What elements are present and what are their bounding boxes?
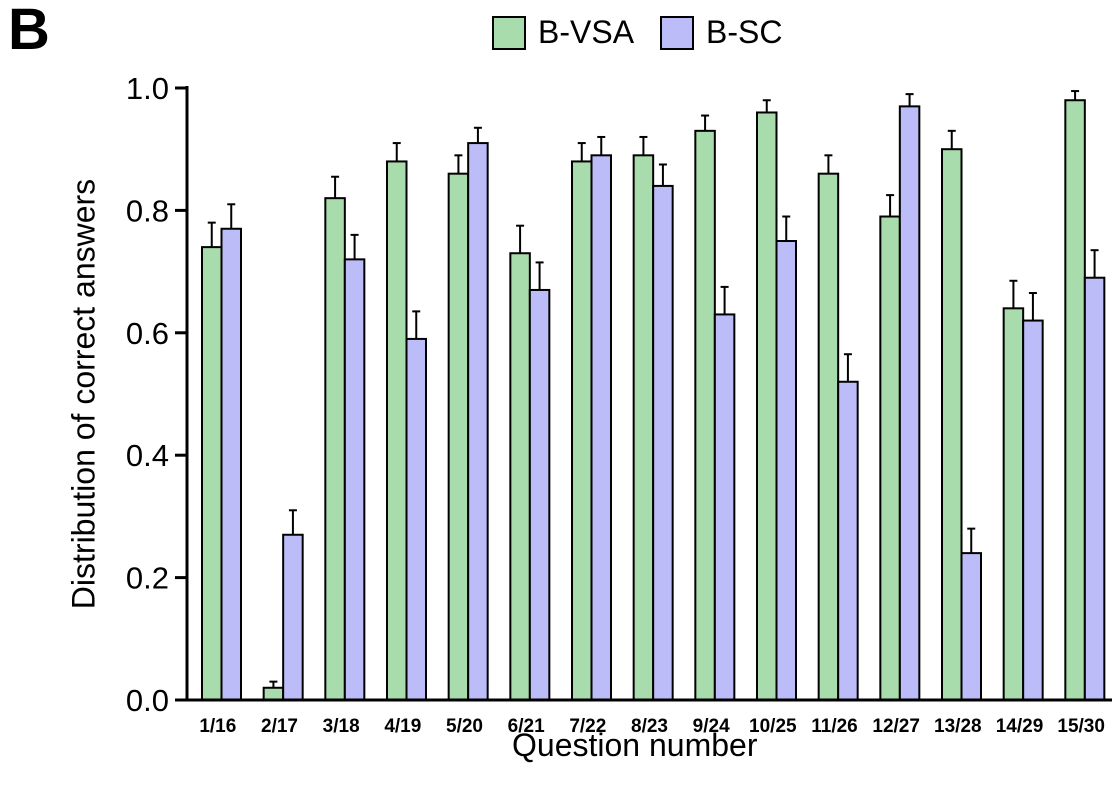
bar-b-sc-9-24 [713,313,736,701]
bar-b-sc-3-18 [343,258,366,701]
bar-b-sc-13-28 [960,552,982,701]
x-tick-label: 11/26 [811,716,858,737]
y-tick-label: 1.0 [126,71,169,106]
bar-b-sc-7-22 [590,154,612,701]
bar-b-vsa-3-18 [324,197,346,701]
bar-b-vsa-12-27 [879,215,901,702]
bar-b-sc-8-23 [652,184,674,702]
x-tick-label: 15/30 [1057,716,1105,737]
bar-b-vsa-11-26 [817,172,840,701]
bar-b-vsa-15-30 [1064,99,1086,702]
y-axis-title: Distribution of correct answers [65,178,102,610]
bar-b-vsa-13-28 [941,148,963,701]
x-tick-label: 1/16 [199,716,236,737]
x-tick-label: 8/23 [631,716,668,737]
bar-b-vsa-5-20 [447,172,470,701]
legend-item-b-sc: B-SC [660,14,782,51]
bar-b-sc-11-26 [837,380,859,701]
x-tick-label: 2/17 [261,716,298,737]
y-tick-label: 0.4 [126,438,169,473]
x-tick-label: 14/29 [996,716,1044,737]
bar-b-sc-10-25 [775,240,797,701]
x-tick-label: 10/25 [749,716,797,737]
legend-swatch-b-sc [660,15,695,50]
x-tick-label: 3/18 [323,716,360,737]
bar-b-vsa-6-21 [509,252,531,702]
bar-b-vsa-10-25 [756,111,778,702]
legend-item-b-vsa: B-VSA [492,14,634,51]
x-tick-label: 6/21 [508,716,545,737]
legend-label-b-sc: B-SC [706,14,783,50]
y-tick-label: 0.6 [126,316,169,351]
bar-b-vsa-14-29 [1002,307,1025,701]
bar-b-sc-12-27 [898,105,921,702]
x-axis-title: Question number [512,727,758,763]
bar-b-vsa-2-17 [262,686,285,702]
legend: B-VSA B-SC [492,14,808,51]
legend-swatch-b-vsa [492,15,526,50]
y-tick-label: 0.0 [126,683,169,718]
x-tick-label: 4/19 [384,716,421,737]
bar-b-sc-5-20 [467,142,489,701]
bar-b-sc-4-19 [405,337,427,701]
legend-label-b-vsa: B-VSA [538,14,635,50]
x-tick-label: 12/27 [872,716,920,737]
x-tick-label: 5/20 [446,716,483,737]
x-tick-label: 7/22 [569,716,606,737]
bar-b-sc-14-29 [1022,319,1044,701]
bar-b-vsa-8-23 [632,154,655,701]
panel-label: B [8,0,50,62]
x-tick-label: 13/28 [934,716,982,737]
bar-b-vsa-4-19 [386,160,408,701]
bar-b-vsa-7-22 [571,160,593,701]
bar-b-sc-6-21 [528,288,551,701]
bar-b-sc-15-30 [1083,276,1106,701]
bar-b-vsa-1-16 [201,246,223,701]
y-tick-label: 0.8 [126,193,169,228]
bar-b-vsa-9-24 [694,129,716,701]
bar-b-sc-1-16 [220,227,242,701]
x-tick-label: 9/24 [693,716,730,737]
y-tick-label: 0.2 [126,561,169,596]
bar-b-sc-2-17 [282,533,304,702]
